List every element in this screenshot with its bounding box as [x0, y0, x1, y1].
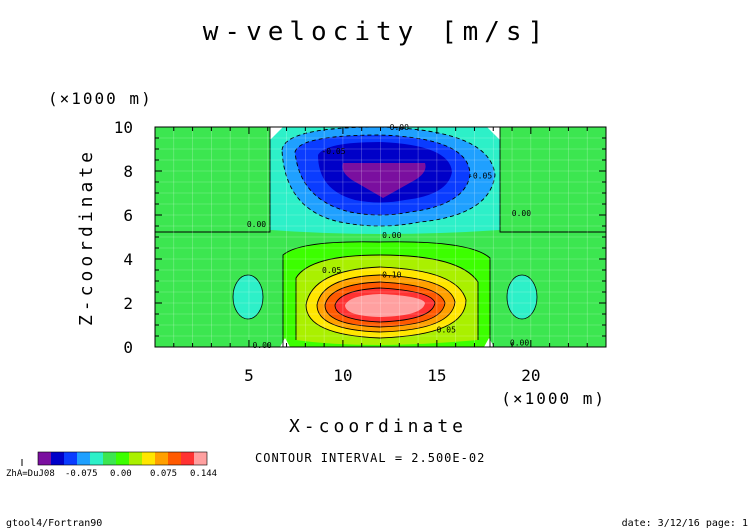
contour-pos-1	[295, 254, 479, 340]
contour-neg-2	[294, 134, 471, 216]
y-tick-label: 2	[123, 294, 133, 313]
colorbar-swatch	[129, 452, 142, 465]
colorbar-label-mixed: ZhA=DuJ08	[6, 469, 55, 479]
footer-right: date: 3/12/16 page: 1	[622, 518, 748, 529]
contour-pos-5	[334, 287, 436, 323]
grid	[155, 127, 606, 347]
colorbar-swatch	[181, 452, 194, 465]
y-axis-label: Z-coordinate	[76, 148, 97, 326]
region-downdraft-core	[342, 163, 426, 198]
colorbar-swatch	[155, 452, 168, 465]
contour-zero-lower	[282, 241, 491, 347]
colorbar-swatch	[51, 452, 64, 465]
colorbar-swatch	[64, 452, 77, 465]
colorbar-swatch	[116, 452, 129, 465]
footer-left: gtool4/Fortran90	[6, 518, 102, 529]
contour-label: 0.00	[512, 209, 531, 218]
x-tick-label: 5	[244, 366, 254, 385]
contour-pos-3	[316, 274, 456, 333]
chart-title: w-velocity [m/s]	[203, 17, 549, 47]
contour-label: 0.00	[510, 339, 529, 348]
colorbar-label-3: 0.075	[150, 469, 177, 479]
y-tick-label: 4	[123, 250, 133, 269]
colorbar-swatch	[168, 452, 181, 465]
x-tick-label: 15	[427, 366, 446, 385]
y-tick-label: 8	[123, 162, 133, 181]
x-tick-label: 10	[333, 366, 352, 385]
contour-lines	[155, 127, 606, 347]
colorbar	[37, 451, 208, 466]
colorbar-swatch	[90, 452, 103, 465]
colorbar-swatch	[38, 452, 51, 465]
white-corner-bottomright	[484, 338, 494, 347]
y-tick-label: 6	[123, 206, 133, 225]
x-axis: 5 10 15 20	[154, 127, 607, 385]
y-tick-label: 10	[114, 118, 133, 137]
colorbar-swatch	[142, 452, 155, 465]
x-axis-label: X-coordinate	[289, 416, 467, 437]
contour-label: 0.10	[382, 270, 401, 279]
field-layer	[155, 127, 606, 347]
y-tick-label: 0	[123, 338, 133, 357]
contour-label: -0.05	[468, 171, 492, 180]
contour-label: 0.00	[382, 231, 401, 240]
colorbar-swatch	[103, 452, 116, 465]
colorbar-label-4: 0.144	[190, 469, 217, 479]
contour-label: 0.00	[252, 341, 271, 350]
contour-interval: CONTOUR INTERVAL = 2.500E-02	[255, 451, 485, 465]
region-updraft-core	[345, 294, 425, 317]
colorbar-swatch	[77, 452, 90, 465]
contour-neg-1	[281, 127, 496, 227]
contour-pos-2	[305, 266, 467, 339]
contour-zero-upper	[155, 127, 606, 233]
y-unit-label: (×1000 m)	[48, 89, 153, 108]
contour-label: 0.00	[247, 220, 266, 229]
colorbar-frame	[37, 451, 208, 466]
contour-pos-4	[324, 281, 446, 328]
contour-label: 0.05	[322, 266, 341, 275]
x-tick-label: 20	[521, 366, 540, 385]
colorbar-label-2: 0.00	[110, 469, 132, 479]
x-unit-label: (×1000 m)	[501, 389, 606, 408]
region-side-blob-left	[232, 274, 264, 320]
white-corner-bottomleft	[280, 338, 290, 347]
colorbar-label-1: -0.075	[65, 469, 98, 479]
contour-label: 0.05	[437, 325, 456, 334]
white-corner-topright	[487, 127, 500, 140]
y-axis: 0 2 4 6 8 10	[114, 118, 606, 357]
region-side-blob-right	[506, 274, 538, 320]
colorbar-swatch	[194, 452, 207, 465]
white-corner-topleft	[270, 127, 283, 140]
contour-label: -0.05	[321, 147, 345, 156]
